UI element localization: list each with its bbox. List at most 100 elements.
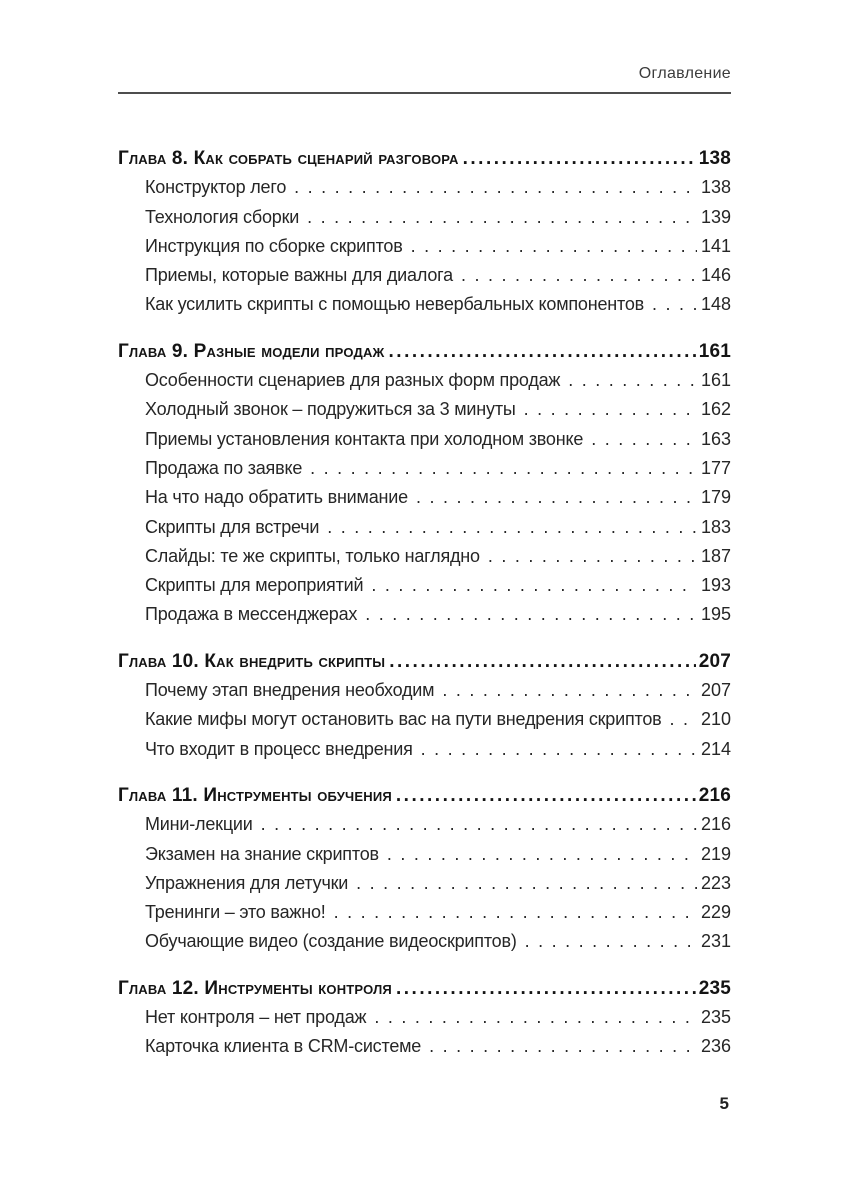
- item-title: Скрипты для встречи: [145, 516, 320, 537]
- item-page-number: 210: [700, 709, 731, 730]
- dot-leader: [650, 290, 697, 319]
- dot-leader: [589, 425, 697, 454]
- dot-leader: [396, 781, 696, 810]
- dot-leader: [389, 337, 696, 366]
- dot-leader: [427, 1032, 697, 1061]
- dot-leader: [259, 810, 697, 839]
- item-title: Что входит в процесс внедрения: [145, 738, 413, 759]
- item-page-number: 187: [700, 545, 731, 566]
- item-title: Мини-лекции: [145, 814, 253, 835]
- item-page-number: 214: [700, 738, 731, 759]
- item-page-number: 216: [700, 814, 731, 835]
- toc-item-row: Скрипты для мероприятий 193: [145, 571, 731, 600]
- item-page-number: 223: [700, 872, 731, 893]
- toc-item-row: Конструктор лего 138: [145, 173, 731, 202]
- toc-item-row: Что входит в процесс внедрения 214: [145, 735, 731, 764]
- item-title: Конструктор лего: [145, 177, 287, 198]
- item-page-number: 146: [700, 265, 731, 286]
- toc-item-row: Обучающие видео (создание видеоскриптов)…: [145, 927, 731, 956]
- toc-item-row: Упражнения для летучки 223: [145, 869, 731, 898]
- chapter-title: Глава 8. Как собрать сценарий разговора: [118, 148, 459, 169]
- dot-leader: [354, 869, 697, 898]
- dot-leader: [389, 647, 695, 676]
- toc-item-row: Почему этап внедрения необходим 207: [145, 676, 731, 705]
- toc-item-row: Слайды: те же скрипты, только наглядно 1…: [145, 542, 731, 571]
- toc-item-row: На что надо обратить внимание 179: [145, 483, 731, 512]
- toc-item-row: Холодный звонок – подружиться за 3 минут…: [145, 395, 731, 424]
- chapter-page-number: 216: [698, 784, 731, 806]
- chapter-title: Глава 9. Разные модели продаж: [118, 340, 385, 362]
- toc-item-row: Приемы, которые важны для диалога 146: [145, 261, 731, 290]
- dot-leader: [463, 144, 696, 173]
- item-page-number: 179: [700, 487, 731, 508]
- dot-leader: [305, 203, 697, 232]
- dot-leader: [292, 173, 697, 202]
- item-title: Особенности сценариев для разных форм пр…: [145, 370, 561, 391]
- toc-chapter: Глава 9. Разные модели продаж 161 Особен…: [118, 337, 731, 630]
- dot-leader: [369, 571, 697, 600]
- item-title: Как усилить скрипты с помощью невербальн…: [145, 294, 645, 315]
- item-page-number: 141: [700, 235, 731, 256]
- item-page-number: 193: [700, 575, 731, 596]
- toc-item-row: Карточка клиента в CRM-системе 236: [145, 1032, 731, 1061]
- toc-item-row: Особенности сценариев для разных форм пр…: [145, 366, 731, 395]
- dot-leader: [522, 395, 697, 424]
- toc-item-row: Инструкция по сборке скриптов 141: [145, 232, 731, 261]
- chapter-title: Глава 10. Как внедрить скрипты: [118, 650, 386, 672]
- item-title: Экзамен на знание скриптов: [145, 843, 379, 864]
- chapter-items: Особенности сценариев для разных форм пр…: [145, 366, 731, 630]
- running-header: Оглавление: [118, 0, 731, 94]
- dot-leader: [363, 600, 697, 629]
- item-page-number: 138: [700, 177, 731, 198]
- item-title: Скрипты для мероприятий: [145, 575, 364, 596]
- toc-chapter: Глава 10. Как внедрить скрипты 207 Почем…: [118, 647, 731, 764]
- item-title: Холодный звонок – подружиться за 3 минут…: [145, 399, 516, 420]
- item-title: Карточка клиента в CRM-системе: [145, 1036, 422, 1057]
- item-title: Слайды: те же скрипты, только наглядно: [145, 545, 480, 566]
- dot-leader: [385, 840, 697, 869]
- toc-chapter-row: Глава 8. Как собрать сценарий разговора …: [118, 144, 731, 173]
- chapter-items: Конструктор лего 138 Технология сборки 1…: [145, 173, 731, 319]
- toc-item-row: Продажа по заявке 177: [145, 454, 731, 483]
- item-title: Упражнения для летучки: [145, 872, 349, 893]
- dot-leader: [566, 366, 697, 395]
- item-page-number: 183: [700, 516, 731, 537]
- toc-item-row: Тренинги – это важно! 229: [145, 898, 731, 927]
- toc-chapter-row: Глава 11. Инструменты обучения 216: [118, 781, 731, 810]
- dot-leader: [459, 261, 697, 290]
- item-page-number: 177: [700, 457, 731, 478]
- toc-item-row: Продажа в мессенджерах 195: [145, 600, 731, 629]
- toc-item-row: Мини-лекции 216: [145, 810, 731, 839]
- item-page-number: 219: [700, 843, 731, 864]
- item-page-number: 162: [700, 399, 731, 420]
- item-page-number: 235: [700, 1007, 731, 1028]
- item-page-number: 231: [700, 931, 731, 952]
- dot-leader: [325, 513, 697, 542]
- toc-chapter-row: Глава 10. Как внедрить скрипты 207: [118, 647, 731, 676]
- dot-leader: [419, 735, 697, 764]
- item-title: Технология сборки: [145, 206, 300, 227]
- item-title: Инструкция по сборке скриптов: [145, 235, 403, 256]
- item-page-number: 161: [700, 370, 731, 391]
- toc-item-row: Технология сборки 139: [145, 203, 731, 232]
- toc-chapter-row: Глава 9. Разные модели продаж 161: [118, 337, 731, 366]
- chapter-page-number: 235: [698, 977, 731, 999]
- item-title: Приемы установления контакта при холодно…: [145, 428, 584, 449]
- dot-leader: [396, 974, 696, 1003]
- chapter-page-number: 207: [698, 650, 731, 672]
- toc-item-row: Нет контроля – нет продаж 235: [145, 1003, 731, 1032]
- toc-chapter: Глава 8. Как собрать сценарий разговора …: [118, 144, 731, 320]
- toc-chapter: Глава 12. Инструменты контроля 235 Нет к…: [118, 974, 731, 1062]
- dot-leader: [486, 542, 697, 571]
- item-page-number: 195: [700, 604, 731, 625]
- dot-leader: [440, 676, 697, 705]
- item-title: На что надо обратить внимание: [145, 487, 408, 508]
- dot-leader: [332, 898, 697, 927]
- table-of-contents: Глава 8. Как собрать сценарий разговора …: [118, 144, 731, 1062]
- toc-chapter-row: Глава 12. Инструменты контроля 235: [118, 974, 731, 1003]
- dot-leader: [523, 927, 697, 956]
- dot-leader: [409, 232, 697, 261]
- chapter-page-number: 138: [698, 148, 731, 169]
- item-title: Почему этап внедрения необходим: [145, 680, 435, 701]
